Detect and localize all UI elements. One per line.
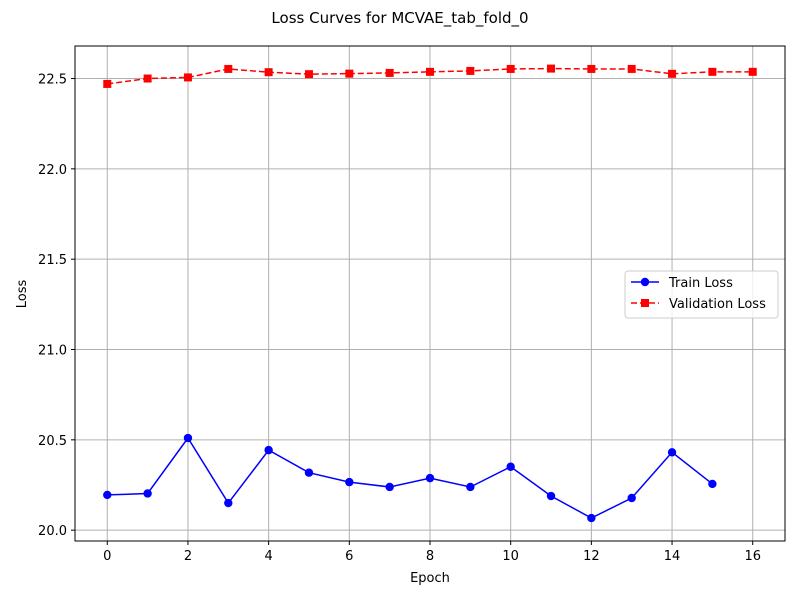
train-loss-point [183,433,193,443]
validation-loss-point [224,64,233,73]
train-loss-point [103,490,112,500]
train-loss-point [546,491,556,501]
series-layer [103,64,757,523]
x-tick-label: 10 [502,549,519,564]
y-tick-label: 21.0 [38,344,67,359]
x-tick-label: 2 [184,549,192,564]
validation-loss-point [304,70,313,79]
train-loss-point [224,498,233,508]
y-tick-label: 20.0 [38,524,67,539]
x-tick-label: 6 [345,549,353,564]
train-loss-point [466,482,475,492]
train-loss-point [708,479,717,489]
validation-loss-point [506,64,515,73]
x-tick-label: 8 [426,549,434,564]
validation-loss-point [143,74,152,83]
validation-loss-point [627,64,636,73]
train-loss-point [345,477,354,487]
grid-lines [75,46,785,541]
x-tick-label: 0 [103,549,111,564]
x-tick-label: 4 [264,549,272,564]
x-tick-label: 16 [744,549,761,564]
train-loss-legend-marker [640,277,650,287]
validation-loss-legend-marker [641,299,649,307]
train-loss-point [506,462,515,471]
legend-box [624,270,779,319]
train-loss-point [425,473,435,483]
x-tick-label: 12 [583,549,600,564]
validation-loss-point [668,69,677,78]
chart-title: Loss Curves for MCVAE_tab_fold_0 [271,9,528,28]
validation-loss-point [466,66,475,75]
y-axis-label: Loss [15,280,30,309]
train-loss-point [264,445,273,455]
x-tick-label: 14 [664,549,681,564]
validation-loss-point [708,67,717,76]
y-tick-label: 21.5 [38,253,67,268]
x-axis-label: Epoch [410,571,450,586]
y-tick-label: 22.5 [38,73,67,88]
legend: Train Loss Validation Loss [624,270,779,319]
train-loss-point [627,493,636,503]
train-loss-point [587,513,596,523]
validation-loss-point [426,67,434,76]
y-tick-label: 22.0 [38,163,67,178]
validation-loss-point [264,68,273,77]
axis-ticks: 0 2 4 6 8 10 12 14 16 20.0 20.5 21.0 21.5 22.0 22.5 [38,73,761,564]
validation-loss-point [345,69,354,78]
validation-loss-point [587,64,596,73]
validation-loss-point [547,64,556,73]
validation-loss-point [103,79,112,88]
validation-loss-point [748,67,757,76]
validation-loss-legend-label: Validation Loss [669,297,766,312]
train-loss-line [107,436,713,519]
train-loss-point [667,448,677,457]
validation-loss-point [385,68,394,77]
train-loss-point [385,482,394,492]
train-loss-point [143,489,152,498]
train-loss-point [304,468,314,477]
train-loss-legend-label: Train Loss [668,276,733,291]
validation-loss-point [183,73,192,82]
y-tick-label: 20.5 [38,434,67,449]
